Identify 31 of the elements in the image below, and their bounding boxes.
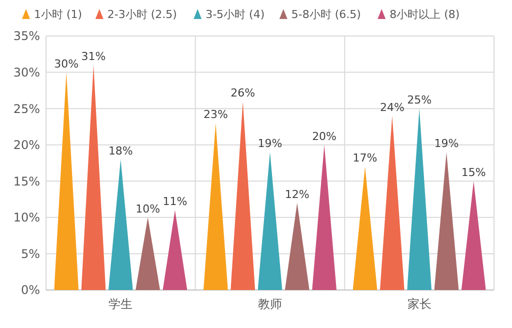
- legend-label: 2-3小时 (2.5): [107, 8, 177, 21]
- data-label: 23%: [203, 108, 228, 122]
- data-label: 20%: [312, 130, 337, 143]
- data-label: 19%: [434, 137, 459, 150]
- data-label: 17%: [352, 152, 378, 165]
- y-tick-label: 35%: [13, 29, 40, 44]
- data-label: 10%: [136, 202, 160, 216]
- data-label: 12%: [284, 188, 310, 201]
- x-tick-label: 家长: [407, 297, 432, 311]
- y-tick-label: 15%: [13, 174, 40, 188]
- legend-label: 8小时以上 (8): [390, 8, 460, 21]
- data-label: 25%: [407, 94, 432, 107]
- data-label: 26%: [230, 86, 256, 100]
- data-label: 24%: [380, 100, 404, 114]
- data-label: 11%: [162, 195, 188, 208]
- y-tick-label: 0%: [20, 283, 40, 298]
- legend-label: 1小时 (1): [34, 8, 82, 21]
- data-label: 19%: [258, 137, 282, 150]
- y-tick-label: 10%: [13, 210, 40, 225]
- data-label: 15%: [461, 166, 486, 180]
- legend-label: 5-8小时 (6.5): [291, 8, 361, 21]
- legend-label: 3-5小时 (4): [206, 8, 265, 21]
- y-tick-label: 30%: [13, 65, 40, 80]
- y-tick-label: 5%: [20, 246, 40, 261]
- y-tick-label: 25%: [13, 102, 40, 116]
- x-tick-label: 教师: [258, 297, 282, 311]
- data-label: 31%: [81, 50, 106, 64]
- x-tick-label: 学生: [108, 297, 133, 311]
- data-label: 18%: [108, 144, 133, 158]
- y-tick-label: 20%: [13, 138, 40, 152]
- data-label: 30%: [54, 57, 79, 70]
